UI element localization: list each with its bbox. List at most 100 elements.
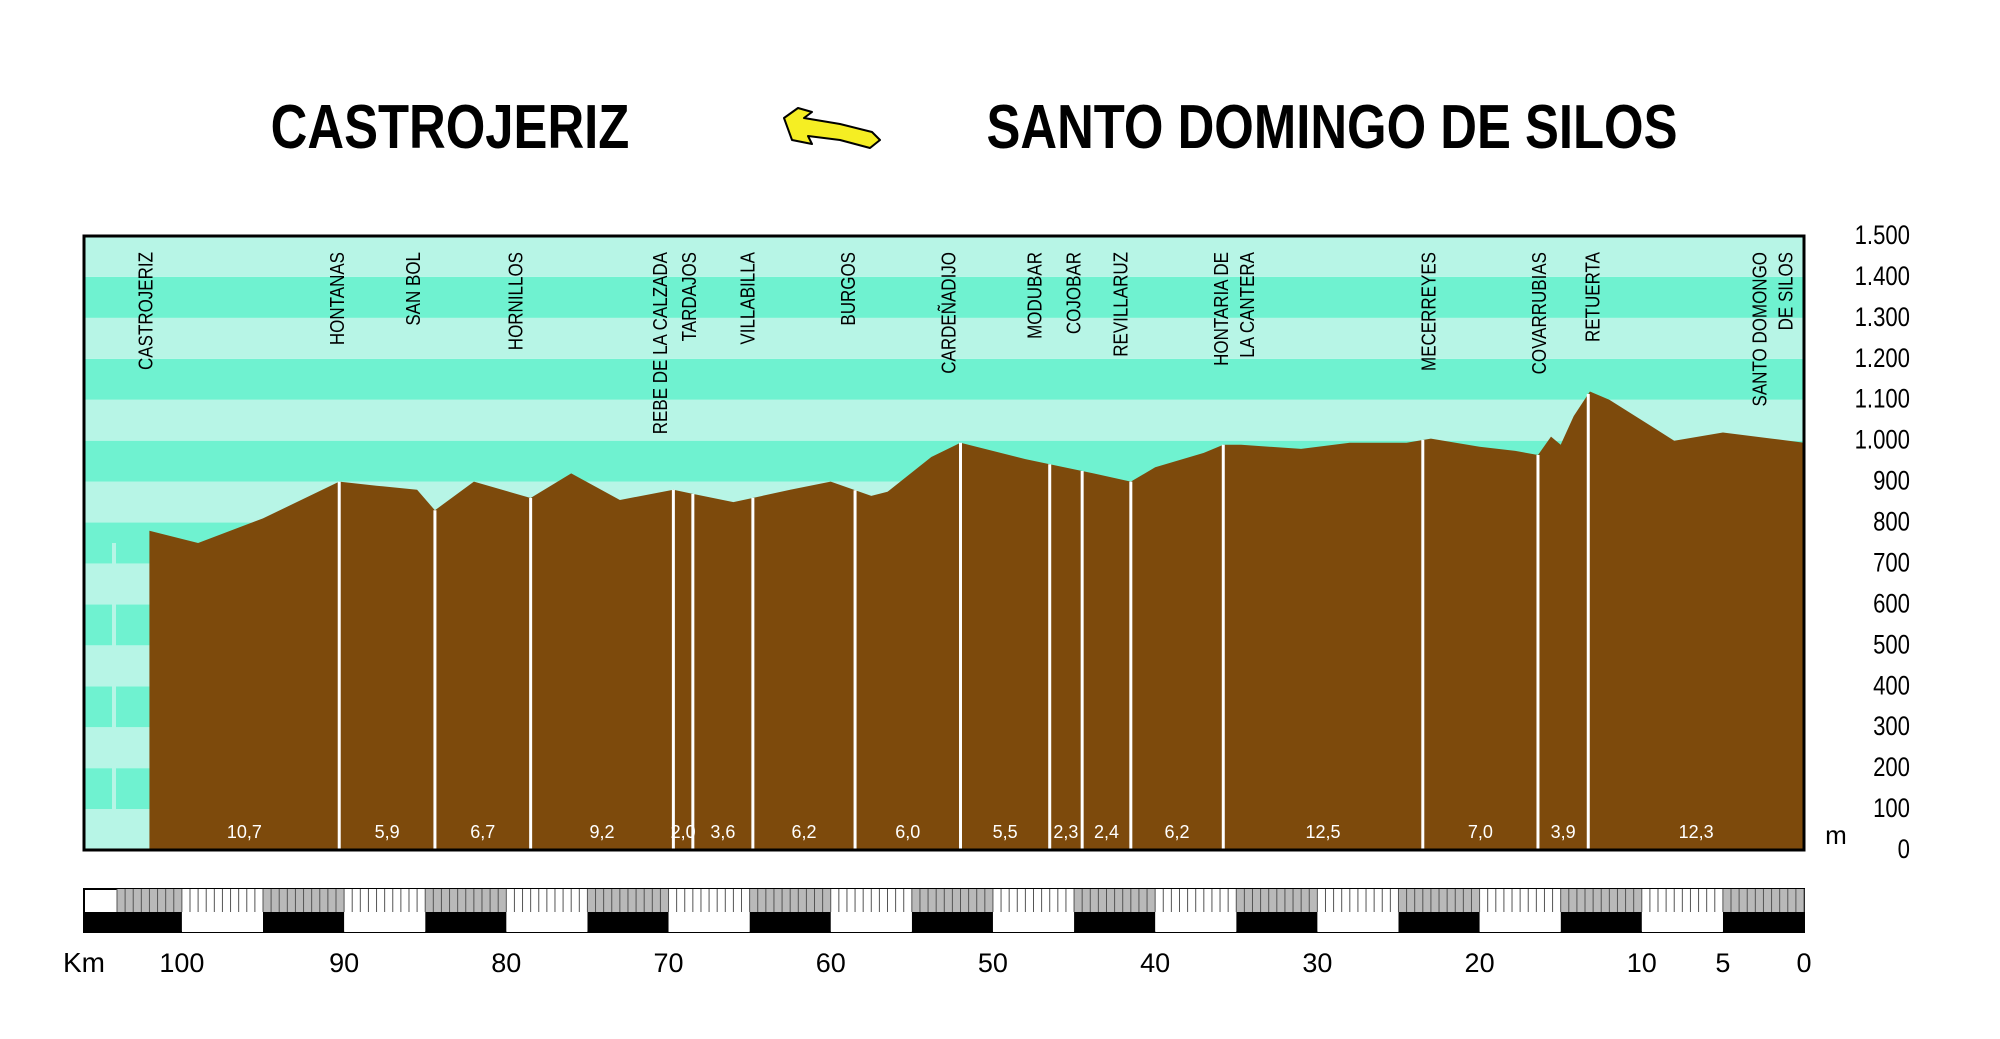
scale-segment: [830, 912, 912, 932]
place-label: HONTANAS: [326, 252, 349, 345]
place-name: COJOBAR: [1062, 252, 1085, 334]
y-tick-label: 800: [1873, 508, 1910, 538]
segment-distance: 5,5: [993, 822, 1018, 842]
place-name: BURGOS: [837, 252, 860, 326]
place-name: TARDAJOS: [678, 252, 701, 341]
place-name: CARDEÑADIJO: [937, 252, 960, 374]
place-label: MODUBAR: [1023, 252, 1046, 339]
place-name: HONTANAS: [326, 252, 349, 345]
scale-segment: [1479, 912, 1561, 932]
place-name: MODUBAR: [1023, 252, 1046, 339]
y-tick-label: 900: [1873, 467, 1910, 497]
segment-distance: 12,5: [1306, 822, 1341, 842]
place-label: HONTARIA DE LA CANTERA: [1210, 251, 1259, 365]
x-tick-label: 10: [1627, 948, 1657, 978]
scale-segment: [425, 912, 507, 932]
scale-segment: [749, 912, 831, 932]
place-name: LA CANTERA: [1236, 251, 1259, 357]
origin-title: CASTROJERIZ: [271, 93, 630, 162]
scale-segment: [344, 912, 426, 932]
x-tick-label: 60: [816, 948, 846, 978]
scale-segment: [1398, 912, 1480, 932]
x-tick-label: 5: [1715, 948, 1730, 978]
scale-segment: [1560, 912, 1642, 932]
scale-segment: [262, 912, 345, 932]
strip-edge: [112, 543, 116, 850]
segment-distance: 3,9: [1551, 822, 1576, 842]
place-name: COVARRUBIAS: [1528, 252, 1551, 374]
place-label: RETUERTA: [1581, 251, 1604, 342]
place-label: CASTROJERIZ: [134, 252, 157, 370]
place-name: REBE DE LA CALZADA: [648, 251, 671, 434]
scale-segment: [506, 912, 588, 932]
x-tick-label: 40: [1140, 948, 1170, 978]
segment-distance: 6,2: [1165, 822, 1190, 842]
x-tick-label: 80: [491, 948, 521, 978]
km-scale-bar: [83, 888, 1805, 933]
segment-distance: 2,4: [1094, 822, 1119, 842]
y-axis-unit: m: [1825, 820, 1847, 850]
y-tick-label: 1.000: [1855, 426, 1910, 456]
x-tick-label: 30: [1302, 948, 1332, 978]
segment-distance: 6,7: [470, 822, 495, 842]
plot-frame: [82, 234, 1806, 852]
segment-distance: 6,2: [791, 822, 816, 842]
place-name: MECERREYES: [1417, 252, 1440, 371]
place-name: DE SILOS: [1774, 252, 1797, 330]
place-name: HONTARIA DE: [1210, 252, 1233, 366]
direction-arrow-icon: [783, 107, 881, 149]
altitude-band: [84, 358, 1804, 400]
x-tick-label: 70: [653, 948, 683, 978]
segment-distance: 10,7: [227, 822, 262, 842]
y-tick-label: 100: [1873, 794, 1910, 824]
y-tick-label: 500: [1873, 630, 1910, 660]
altitude-band: [84, 276, 1804, 318]
place-label: REBE DE LA CALZADA: [648, 251, 671, 434]
y-tick-label: 0: [1898, 835, 1910, 865]
place-label: COVARRUBIAS: [1528, 252, 1551, 374]
x-axis-ticks: 100 90 80 70 60 50 40 30 20 10 5 0: [159, 948, 1811, 978]
y-tick-label: 300: [1873, 712, 1910, 742]
place-name: SANTO DOMONGO: [1748, 252, 1771, 406]
scale-segment: [1236, 912, 1318, 932]
place-label: CARDEÑADIJO: [937, 252, 960, 374]
place-name: VILLABILLA: [736, 251, 759, 344]
y-axis-ticks: 0 100 200 300 400 500 600 700 800 900 1.000 1.100 1.…: [1855, 221, 1910, 865]
segment-distance: 5,9: [375, 822, 400, 842]
place-labels: CASTROJERIZ HONTANAS SAN BOL HORNILLOS REBE …: [134, 251, 1797, 434]
altitude-band: [84, 317, 1804, 359]
y-tick-label: 1.200: [1855, 344, 1910, 374]
x-tick-label: 90: [329, 948, 359, 978]
x-tick-label: 0: [1796, 948, 1811, 978]
segment-distance: 7,0: [1468, 822, 1493, 842]
place-label: MECERREYES: [1417, 252, 1440, 371]
place-label: SANTO DOMONGO DE SILOS: [1748, 252, 1797, 406]
stop-dividers: [337, 394, 1590, 850]
scale-segment: [117, 912, 182, 932]
place-label: TARDAJOS: [678, 252, 701, 341]
place-name: SAN BOL: [402, 252, 425, 326]
x-tick-label: 100: [159, 948, 204, 978]
y-tick-label: 1.500: [1855, 221, 1910, 251]
y-tick-label: 1.400: [1855, 262, 1910, 292]
y-tick-label: 700: [1873, 549, 1910, 579]
place-label: REVILLARUZ: [1109, 252, 1132, 357]
segment-distance: 2,3: [1053, 822, 1078, 842]
segment-distance: 2,0: [671, 822, 696, 842]
place-label: BURGOS: [837, 252, 860, 326]
place-label: COJOBAR: [1062, 252, 1085, 334]
segment-distance: 12,3: [1679, 822, 1714, 842]
place-name: HORNILLOS: [504, 252, 527, 350]
scale-segment: [1641, 912, 1723, 932]
scale-lead: [84, 912, 118, 932]
x-axis-unit: Km: [63, 947, 105, 978]
segment-distance: 6,0: [895, 822, 920, 842]
place-name: CASTROJERIZ: [134, 252, 157, 370]
scale-segment: [587, 912, 669, 932]
altitude-band: [84, 399, 1804, 441]
place-name: REVILLARUZ: [1109, 252, 1132, 357]
y-tick-label: 1.300: [1855, 303, 1910, 333]
place-label: SAN BOL: [402, 252, 425, 326]
